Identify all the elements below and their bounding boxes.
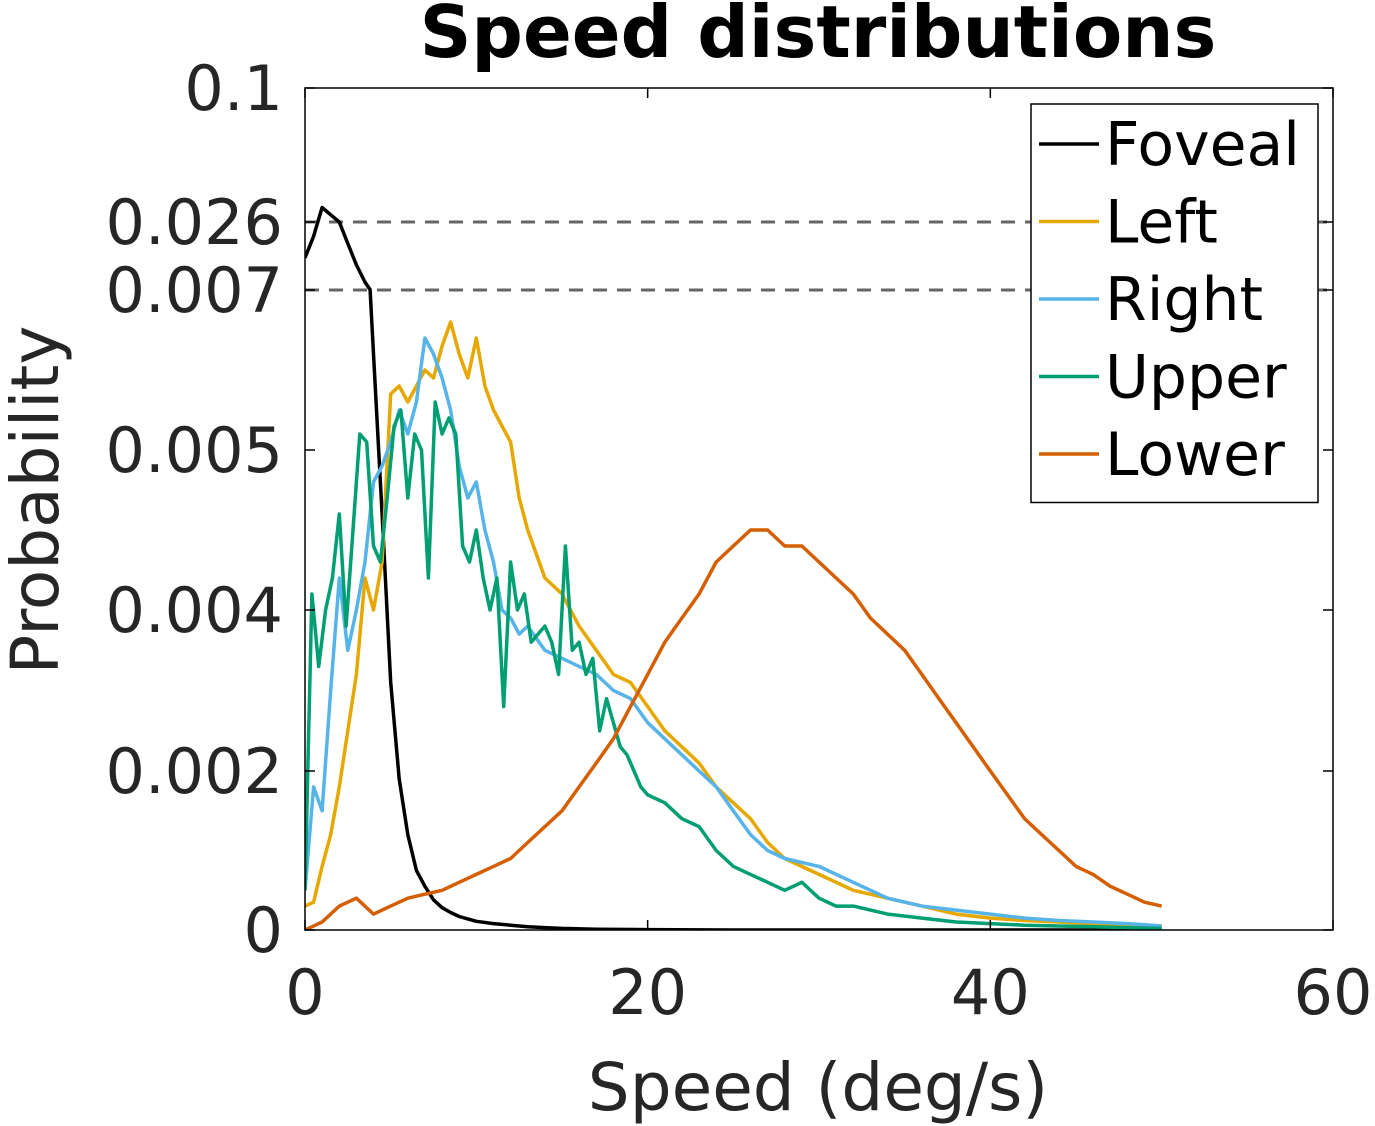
series-line-upper <box>305 400 1162 930</box>
x-tick-label: 0 <box>285 956 324 1029</box>
x-axis: 0 20 40 60 <box>285 88 1372 1029</box>
legend-box <box>1030 103 1319 504</box>
y-tick-label: 0 <box>244 894 283 967</box>
series-line-left <box>305 320 1162 928</box>
y-axis-label: Probability <box>0 326 74 675</box>
y-tick-label: 0.007 <box>106 254 284 327</box>
y-tick-label: 0.026 <box>106 186 284 259</box>
x-axis-label: Speed (deg/s) <box>588 1049 1048 1126</box>
legend-label-left: Left <box>1105 188 1218 258</box>
plot-frame <box>304 87 1334 931</box>
x-tick-label: 40 <box>951 956 1030 1029</box>
legend-label-lower: Lower <box>1105 420 1285 490</box>
y-tick-label: 0.004 <box>106 574 284 647</box>
series-lines <box>305 205 1163 930</box>
y-tick-label: 0.002 <box>106 735 284 808</box>
y-tick-label: 0.005 <box>106 414 284 487</box>
x-tick-label: 20 <box>608 956 687 1029</box>
legend-label-right: Right <box>1105 265 1263 335</box>
y-tick-label: 0.1 <box>184 52 283 125</box>
legend-label-foveal: Foveal <box>1105 110 1300 180</box>
series-line-foveal <box>305 205 1162 930</box>
legend-label-upper: Upper <box>1105 343 1287 413</box>
reference-lines <box>305 220 1333 292</box>
x-tick-label: 60 <box>1294 956 1373 1029</box>
chart-title: Speed distributions <box>420 0 1217 74</box>
series-line-lower <box>305 528 1163 930</box>
